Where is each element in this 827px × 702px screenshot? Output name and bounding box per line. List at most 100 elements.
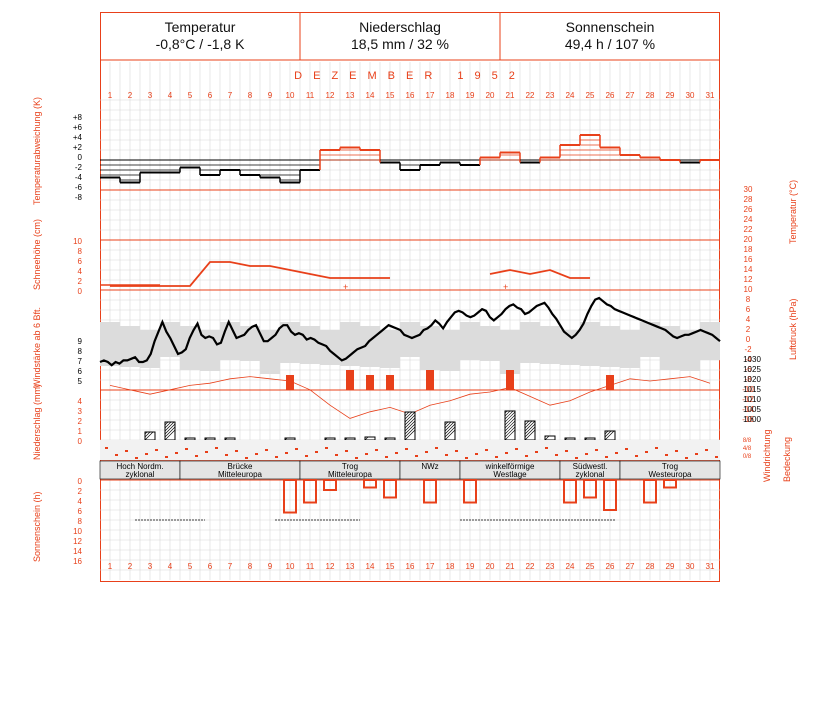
tick-label-precip: 3: [78, 407, 83, 416]
precip-hatch: [544, 435, 547, 438]
tick-label-cloud: 0/8: [743, 454, 752, 460]
wind-direction-dot: [225, 454, 228, 456]
wind-direction-dot: [545, 447, 548, 449]
day-label-top: 26: [606, 91, 615, 100]
precip-hatch: [404, 429, 416, 441]
wind-direction-dot: [485, 449, 488, 451]
day-label-top: 29: [666, 91, 675, 100]
wind-direction-dot: [115, 454, 118, 456]
precip-hatch: [324, 437, 328, 441]
tick-label-precip: 2: [78, 417, 83, 426]
weather-type-label: zyklonal: [576, 470, 605, 479]
wind-direction-dot: [445, 454, 448, 456]
weather-type-label: Hoch Nordm.: [116, 462, 163, 471]
temperature-range-band: [460, 322, 480, 360]
temperature-range-band: [260, 330, 280, 374]
sunshine-bar: [563, 479, 577, 504]
axis-label-temp-anomaly: Temperaturabweichung (K): [32, 96, 42, 205]
day-label-bottom: 29: [666, 562, 675, 571]
wind-direction-dot: [675, 450, 678, 452]
temperature-range-band: [580, 322, 600, 366]
tick-label-precip: 0: [78, 437, 83, 446]
weather-type-label: Westeuropa: [649, 470, 693, 479]
wind-direction-dot: [645, 451, 648, 453]
wind-direction-dot: [345, 450, 348, 452]
tick-label-pressure: 1020: [743, 375, 761, 384]
precip-bar: [444, 421, 456, 441]
header-temperature-title: Temperatur: [164, 19, 236, 35]
temperature-range-band: [300, 326, 320, 364]
wind-direction-dot: [575, 457, 578, 459]
wind-direction-dot: [365, 453, 368, 455]
precip-hatch: [584, 437, 588, 441]
temperature-range-band: [100, 322, 120, 366]
wind-direction-dot: [585, 453, 588, 455]
tick-label-wind: 8: [78, 347, 83, 356]
wind-direction-dot: [465, 457, 468, 459]
wind-direction-dot: [405, 448, 408, 450]
wind-direction-dot: [565, 450, 568, 452]
day-label-bottom: 24: [566, 562, 575, 571]
precip-hatch: [444, 429, 456, 441]
precip-hatch: [284, 437, 288, 441]
wind-direction-dot: [665, 454, 668, 456]
day-label-bottom: 3: [148, 562, 153, 571]
day-label-bottom: 7: [228, 562, 233, 571]
precip-hatch: [164, 423, 176, 435]
header-temperature: Temperatur -0,8°C / -1,8 K: [100, 12, 300, 60]
wind-direction-dot: [215, 447, 218, 449]
precip-hatch: [524, 426, 536, 438]
day-label-top: 6: [208, 91, 213, 100]
wind-bar: [366, 375, 374, 390]
tick-label-temperature: -12: [742, 395, 754, 404]
day-label-bottom: 2: [128, 562, 133, 571]
weather-type-label: zyklonal: [126, 470, 155, 479]
tick-label-temperature: -14: [742, 405, 754, 414]
chart-title: DEZEMBER 1952: [294, 70, 526, 82]
tick-label-temperature: 22: [744, 225, 753, 234]
precip-hatch: [164, 429, 176, 441]
snow-line: [110, 261, 390, 287]
wind-direction-dot: [395, 452, 398, 454]
day-label-bottom: 31: [706, 562, 715, 571]
wind-direction-dot: [135, 457, 138, 459]
grid: [100, 62, 720, 580]
tick-label-anomaly: 0: [78, 153, 83, 162]
precip-hatch: [224, 437, 228, 441]
day-label-top: 12: [326, 91, 335, 100]
wind-bar: [346, 370, 354, 390]
wind-direction-dot: [155, 449, 158, 451]
day-label-bottom: 10: [286, 562, 295, 571]
tick-label-temperature: -2: [744, 345, 752, 354]
tick-label-wind: 9: [78, 337, 83, 346]
day-label-top: 3: [148, 91, 153, 100]
tick-label-temperature: -4: [744, 355, 752, 364]
day-label-top: 27: [626, 91, 635, 100]
temperature-range-band: [180, 326, 200, 370]
temperature-range-band: [520, 322, 540, 363]
tick-label-snow: 2: [78, 277, 83, 286]
day-label-top: 28: [646, 91, 655, 100]
weather-type-label: Brücke: [228, 462, 253, 471]
sunshine-bar: [663, 479, 677, 489]
day-label-bottom: 26: [606, 562, 615, 571]
snow-trace-marker: +: [343, 282, 348, 292]
temperature-range-band: [680, 330, 700, 371]
temperature-range-band: [280, 322, 300, 363]
tick-label-anomaly: -4: [75, 173, 83, 182]
day-label-top: 20: [486, 91, 495, 100]
wind-direction-dot: [685, 457, 688, 459]
tick-label-temperature: 24: [744, 215, 753, 224]
wind-direction-dot: [715, 456, 718, 458]
precip-hatch: [504, 411, 516, 423]
tick-label-sunshine: 12: [73, 537, 82, 546]
precip-hatch: [504, 426, 516, 438]
precip-hatch: [164, 421, 169, 426]
wind-bar: [506, 370, 514, 390]
sunshine-bar: [303, 479, 317, 504]
temperature-range-band: [340, 322, 360, 366]
weather-type-label: Trog: [662, 462, 678, 471]
tick-label-sunshine: 8: [78, 517, 83, 526]
precip-hatch: [444, 423, 456, 435]
header-temperature-value: -0,8°C / -1,8 K: [155, 36, 245, 52]
